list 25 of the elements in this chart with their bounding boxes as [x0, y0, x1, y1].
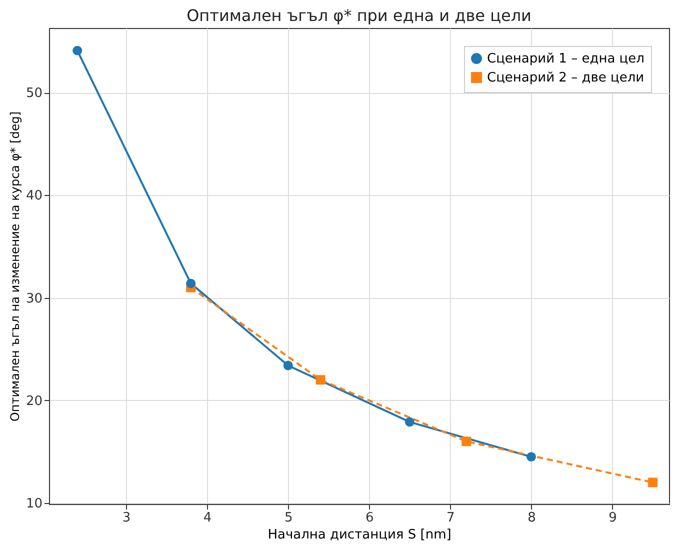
point	[316, 375, 326, 385]
y-tick-label: 50	[26, 86, 42, 102]
x-tick-label: 5	[284, 510, 293, 526]
y-tick-label: 40	[26, 188, 42, 204]
point	[648, 478, 658, 488]
y-tick-label: 10	[26, 496, 42, 512]
x-tick-label: 9	[608, 510, 617, 526]
x-tick-label: 7	[446, 510, 455, 526]
x-tick-label: 3	[122, 510, 131, 526]
x-tick-label: 6	[365, 510, 374, 526]
point	[526, 452, 536, 462]
point	[72, 46, 82, 56]
y-axis-title: Оптимален ъгъл на изменение на курса φ* [deg]	[8, 111, 22, 422]
y-tick-label: 30	[26, 291, 42, 306]
x-tick-label: 8	[528, 510, 536, 526]
x-tick-label: 4	[203, 510, 212, 526]
point	[462, 436, 472, 446]
point	[283, 360, 293, 370]
legend-label: Сценарий 2 – две цели	[487, 70, 644, 86]
chart-title: Оптимален ъгъл φ* при една и две цели	[186, 6, 532, 25]
point	[186, 278, 196, 288]
x-axis-title: Начална дистанция S [nm]	[268, 528, 452, 542]
point	[404, 417, 414, 427]
legend-label: Сценарий 1 – една цел	[487, 52, 644, 66]
y-tick-label: 20	[26, 394, 42, 409]
